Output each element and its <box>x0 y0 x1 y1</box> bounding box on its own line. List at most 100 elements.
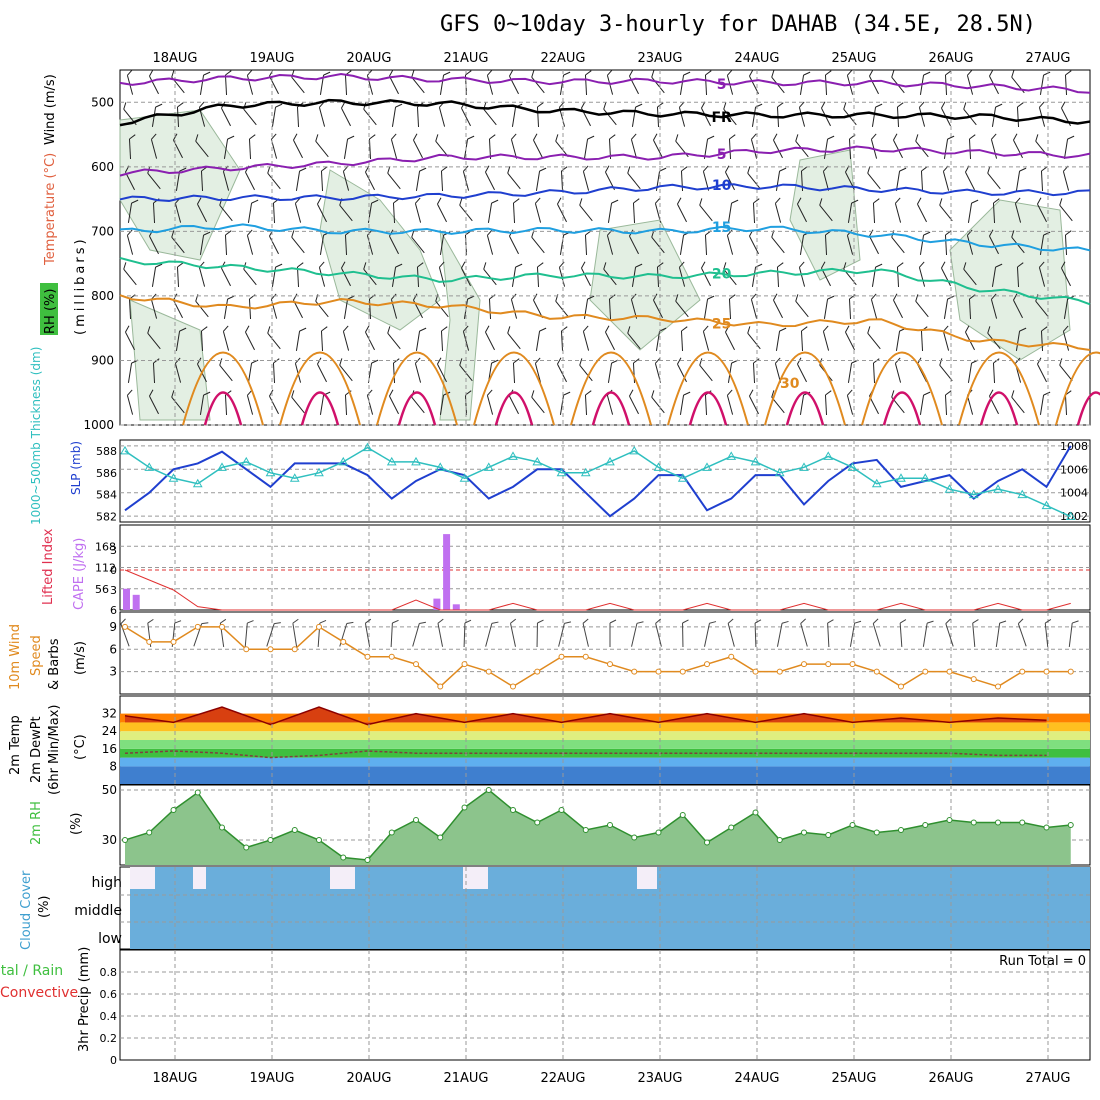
slp-panel: 1002 1004 1006 1008 582 584 586 588 <box>96 439 1091 524</box>
rh2m-point <box>146 829 153 836</box>
precip-panel: 0 0.2 0.4 0.6 0.8 Run Total = 0 <box>100 949 1091 1067</box>
surface-contour <box>958 351 1040 426</box>
thickness-marker <box>1017 489 1028 499</box>
wind-barb <box>269 69 279 95</box>
wind-barb <box>435 134 449 158</box>
wind-barb <box>534 197 542 223</box>
wind-barb <box>485 165 495 191</box>
wind-barb <box>341 101 351 127</box>
tick-label: 30 <box>102 833 117 847</box>
tick-label: 1008 <box>1060 440 1088 453</box>
wind-barb <box>485 325 495 351</box>
wind-barb <box>582 165 590 191</box>
wind-barb <box>699 198 713 222</box>
wind-barb <box>534 357 542 383</box>
label-cloud-unit: (%) <box>37 896 52 919</box>
wind-barb <box>1015 327 1027 351</box>
thickness-marker <box>847 462 858 471</box>
wind-speed-point <box>316 623 322 630</box>
wind-barb <box>1038 101 1046 127</box>
wind-barb <box>774 197 782 223</box>
wind-speed-point <box>849 661 856 668</box>
wind-barb <box>531 390 545 414</box>
rh2m-point <box>1043 824 1050 831</box>
wind-barb <box>1039 231 1051 255</box>
tick-label: 1006 <box>1060 463 1088 476</box>
wind-speed-line <box>124 625 1071 688</box>
cloud-gap <box>193 867 206 889</box>
wind-barb <box>1040 166 1048 192</box>
wind-barb <box>821 261 831 287</box>
wind-barb <box>752 198 760 224</box>
thickness-marker <box>556 467 567 477</box>
slp-series <box>120 442 1076 521</box>
wind-barb <box>1037 197 1047 223</box>
wind-barb <box>725 165 735 191</box>
label-wind: Wind (m/s) <box>43 74 58 145</box>
wind-barb <box>200 326 208 352</box>
wind-speed-point <box>194 623 201 630</box>
thickness-marker <box>605 456 615 466</box>
wind-barb <box>679 231 691 255</box>
run-total: Run Total = 0 <box>999 954 1086 969</box>
wind-barb <box>728 294 736 320</box>
tick-label: 9 <box>109 620 117 634</box>
wind-barb <box>896 262 904 288</box>
rh2m-panel: 30 50 <box>102 783 1091 866</box>
wind-barb <box>390 133 398 159</box>
cape-bar <box>443 534 451 610</box>
precip-grid <box>120 950 1090 1060</box>
wind-barb <box>702 325 710 351</box>
label-millibars: (millibars) <box>73 236 88 335</box>
label-precip-total: Total / Rain <box>0 963 63 979</box>
wind10-barb <box>972 619 979 647</box>
wind-barb <box>823 295 835 319</box>
wind-barb <box>939 358 953 382</box>
cape-bar <box>452 604 460 610</box>
surface-contour <box>764 351 846 426</box>
label-wind10-1: 10m Wind <box>8 624 23 690</box>
wind-barb <box>415 327 427 351</box>
surface-contour-hot <box>785 391 825 426</box>
rh2m-point <box>801 829 807 836</box>
precip-frame <box>119 949 1091 1061</box>
thickness-marker <box>386 456 397 466</box>
wind-barb <box>123 262 137 286</box>
wind-barb <box>248 134 256 160</box>
wind-barb <box>343 135 355 159</box>
wind-barb <box>606 229 614 255</box>
thickness-marker <box>871 478 882 488</box>
wind-barb <box>967 199 979 223</box>
wind10-barb <box>292 618 299 647</box>
tick-label: 50 <box>102 783 117 797</box>
wind-barb <box>271 103 283 127</box>
wind10-barbs <box>120 618 1079 648</box>
wind-speed-point <box>825 661 832 668</box>
rh2m-point <box>704 839 710 846</box>
wind-barb <box>867 166 881 190</box>
wind-barb <box>798 101 806 127</box>
wind-barb <box>291 390 305 414</box>
wind-barb <box>149 389 159 415</box>
tick-label: 900 <box>91 353 114 367</box>
cape-panel: 3 0 3 656 112 168 <box>95 524 1091 617</box>
wind-barb <box>869 229 879 255</box>
rh2m-point <box>582 827 589 833</box>
rh2m-point <box>243 844 250 851</box>
wind-barb <box>798 261 806 287</box>
date-label-top: 26AUG <box>928 51 973 66</box>
wind-barb <box>557 357 567 383</box>
contour-label: 5 <box>717 77 727 93</box>
tick-label: 800 <box>91 289 114 303</box>
thickness-marker <box>968 489 979 499</box>
tick-label: 8 <box>109 759 117 773</box>
rh2m-point <box>849 822 856 828</box>
tick-label: 600 <box>91 160 114 174</box>
thickness-marker <box>144 462 155 471</box>
wind10-barb <box>558 621 572 647</box>
rh2m-point <box>291 827 298 833</box>
wind-barb <box>560 326 568 352</box>
date-label-bottom: 26AUG <box>928 1071 973 1086</box>
wind10-barb <box>609 619 617 647</box>
wind-speed-point <box>922 668 929 675</box>
